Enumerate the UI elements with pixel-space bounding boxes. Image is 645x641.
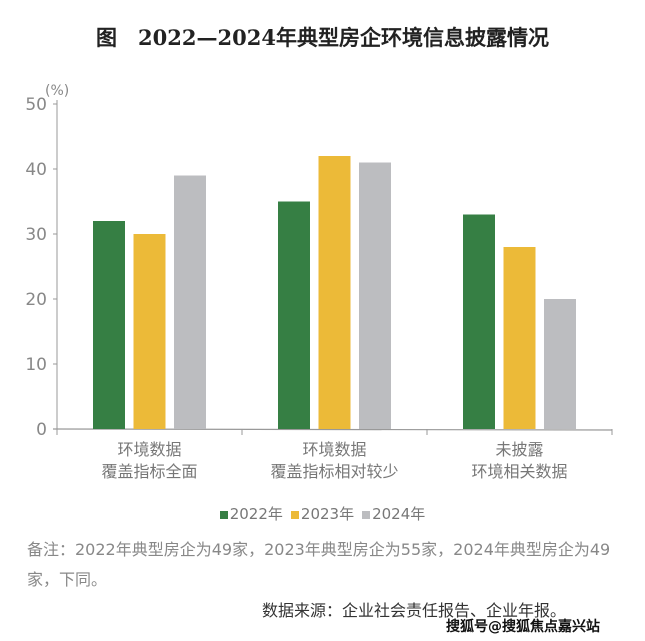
legend-swatch — [362, 510, 371, 519]
y-tick-label: 0 — [36, 420, 47, 440]
x-tick-label: 覆盖指标相对较少 — [270, 462, 398, 481]
x-tick-label: 环境相关数据 — [471, 462, 567, 481]
note: 备注：2022年典型房企为49家，2023年典型房企为55家，2024年典型房企… — [27, 540, 611, 589]
bar-2023年-0 — [133, 234, 166, 429]
bar-chart: 01020304050(%)环境数据覆盖指标全面环境数据覆盖指标相对较少未披露环… — [25, 83, 613, 481]
legend-item: 2024年 — [362, 505, 425, 523]
bar-2022年-1 — [278, 201, 310, 429]
bar-2022年-2 — [463, 214, 495, 429]
bar-2023年-2 — [503, 247, 536, 429]
x-tick-label: 未披露 — [495, 440, 543, 459]
bar-2023年-1 — [318, 156, 351, 429]
x-tick-label: 环境数据 — [302, 440, 366, 459]
bar-2022年-0 — [93, 221, 125, 429]
bar-2024年-2 — [544, 299, 576, 429]
chart-title: 图 2022—2024年典型房企环境信息披露情况 — [96, 25, 549, 50]
legend-swatch — [219, 510, 228, 519]
x-axis — [52, 428, 613, 431]
bar-2024年-1 — [359, 162, 391, 429]
y-tick-label: 50 — [25, 95, 47, 115]
y-axis-label: (%) — [45, 83, 69, 99]
watermark: 搜狐号@搜狐焦点嘉兴站 — [446, 619, 600, 635]
legend-label: 2022年 — [229, 505, 283, 523]
data-source: 数据来源：企业社会责任报告、企业年报。 — [262, 601, 567, 620]
y-tick-label: 40 — [25, 160, 47, 180]
legend-item: 2022年 — [219, 505, 283, 523]
x-tick-label: 环境数据 — [117, 440, 181, 459]
x-tick-label: 覆盖指标全面 — [101, 462, 197, 481]
y-tick-label: 30 — [25, 225, 47, 245]
legend-label: 2024年 — [372, 505, 426, 523]
legend-label: 2023年 — [300, 505, 355, 523]
bar-2024年-0 — [174, 175, 206, 429]
y-tick-label: 20 — [25, 290, 47, 310]
y-tick-label: 10 — [25, 355, 47, 375]
legend-item: 2023年 — [290, 505, 355, 523]
legend-swatch — [290, 510, 299, 519]
legend: 2022年 2023年 2024年 — [0, 503, 645, 524]
